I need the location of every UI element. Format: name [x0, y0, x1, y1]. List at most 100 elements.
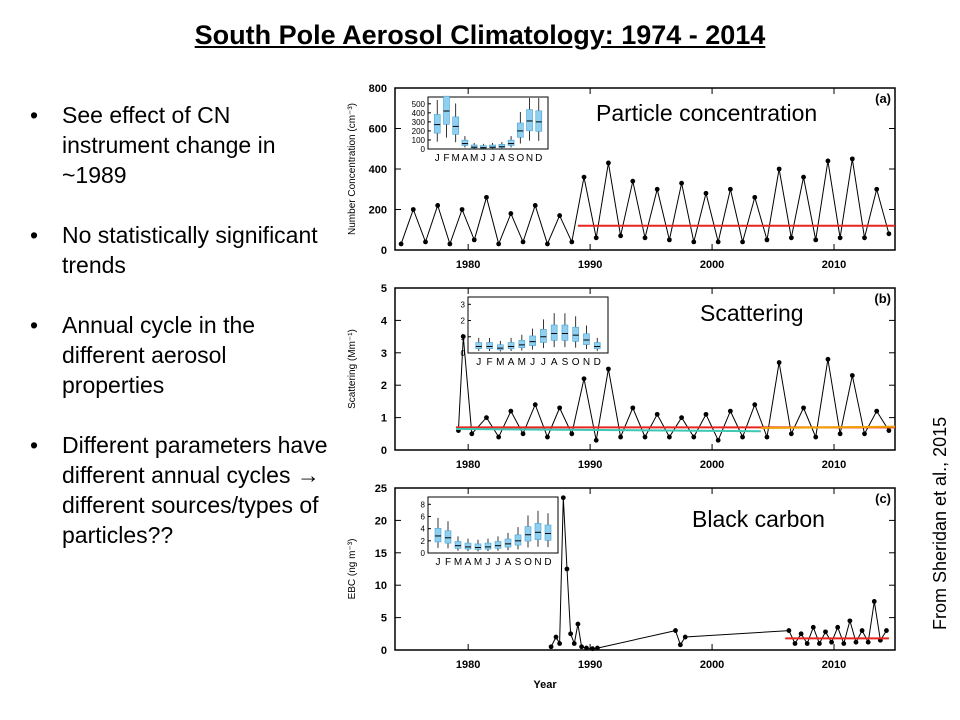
- slide-title: South Pole Aerosol Climatology: 1974 - 2…: [194, 20, 766, 50]
- data-point: [532, 203, 538, 208]
- inset-box: [474, 543, 482, 550]
- inset-box: [494, 541, 502, 549]
- inset-month-label: F: [443, 153, 449, 164]
- inset-box: [498, 144, 506, 148]
- data-point: [560, 495, 566, 501]
- data-point: [776, 166, 782, 172]
- y-axis-label: Number Concentration (cm⁻³): [347, 103, 358, 235]
- inset-month-label: M: [454, 557, 462, 568]
- inset-box: [518, 340, 526, 349]
- y-tick-label: 25: [375, 483, 387, 495]
- inset-box: [497, 344, 504, 351]
- inset-y-tick-label: 6: [421, 512, 426, 521]
- y-tick-label: 5: [381, 283, 387, 295]
- data-point: [823, 629, 828, 635]
- y-tick-label: 600: [369, 124, 387, 136]
- data-point: [548, 644, 554, 650]
- data-point: [677, 642, 683, 648]
- inset-box: [540, 329, 547, 343]
- inset-box: [534, 523, 542, 540]
- inset-box: [452, 116, 459, 135]
- inset-month-label: A: [499, 153, 506, 164]
- data-point: [792, 641, 798, 646]
- inset-month-label: J: [496, 557, 501, 568]
- inset-y-tick-label: 0: [461, 349, 466, 358]
- x-tick-label: 2000: [700, 659, 724, 671]
- inset-y-tick-label: 500: [412, 100, 426, 109]
- panel-label: (a): [875, 91, 891, 106]
- data-point: [801, 405, 806, 411]
- inset-month-label: M: [474, 557, 482, 568]
- data-point: [740, 239, 745, 245]
- data-point: [673, 628, 678, 633]
- data-point: [557, 405, 563, 411]
- data-point: [471, 237, 477, 243]
- data-point: [581, 376, 587, 382]
- data-point: [484, 194, 489, 200]
- inset-month-label: F: [486, 357, 492, 368]
- data-point: [545, 241, 550, 247]
- data-point: [727, 186, 733, 192]
- data-point: [829, 639, 834, 645]
- data-point: [865, 639, 871, 645]
- data-point: [584, 645, 589, 651]
- data-point: [874, 186, 880, 192]
- data-series-line: [400, 158, 890, 246]
- data-point: [642, 434, 648, 440]
- inset-box: [434, 528, 442, 543]
- inset-box: [464, 542, 472, 550]
- data-point: [654, 411, 660, 417]
- inset-box: [524, 526, 532, 542]
- y-tick-label: 15: [375, 548, 387, 560]
- chart-panel-2: 1980 1990 2000 2010 0 1 2 3 4 5 Scattering (Mm⁻¹) (…: [347, 283, 896, 471]
- x-tick-label: 1990: [578, 259, 602, 271]
- y-tick-label: 1: [381, 413, 387, 425]
- bullet-item: Annual cycle in the different aerosol pr…: [28, 310, 328, 400]
- data-point: [569, 431, 575, 437]
- x-tick-label: 2000: [700, 459, 724, 471]
- inset-y-tick-label: 300: [412, 118, 426, 127]
- data-point: [545, 434, 550, 440]
- inset-month-label: J: [490, 153, 495, 164]
- bullet-item: No statistically significant trends: [28, 220, 328, 280]
- data-point: [398, 241, 404, 247]
- inset-month-label: M: [518, 357, 526, 368]
- inset-month-label: J: [481, 153, 486, 164]
- y-tick-label: 5: [381, 613, 387, 625]
- data-point: [764, 434, 770, 440]
- inset-month-label: S: [508, 153, 515, 164]
- inset-month-label: A: [465, 557, 472, 568]
- data-point: [837, 431, 843, 437]
- y-axis-label: EBC (ng m⁻³): [347, 539, 358, 600]
- inset-month-label: J: [476, 357, 481, 368]
- inset-month-label: S: [562, 357, 569, 368]
- inset-box: [550, 324, 558, 341]
- inset-month-label: M: [452, 153, 460, 164]
- data-point: [595, 645, 600, 651]
- x-tick-label: 1980: [456, 459, 480, 471]
- inset-box: [433, 114, 441, 134]
- data-point: [459, 207, 465, 212]
- inset-y-tick-label: 2: [421, 537, 426, 546]
- inset-y-tick-label: 200: [412, 127, 426, 136]
- data-point: [871, 599, 877, 604]
- panel-title: Particle concentration: [596, 100, 817, 126]
- bullet-item: See effect of CN instrument change in ~1…: [28, 100, 328, 190]
- data-point: [776, 360, 782, 365]
- inset-box: [475, 342, 483, 350]
- data-point: [666, 434, 672, 440]
- data-point: [752, 194, 758, 200]
- data-point: [508, 211, 514, 216]
- bullet-list: See effect of CN instrument change in ~1…: [28, 100, 328, 580]
- x-tick-label: 2010: [822, 659, 846, 671]
- data-point: [691, 434, 697, 440]
- inset-y-tick-label: 100: [412, 136, 426, 145]
- data-point: [886, 231, 892, 237]
- data-point: [496, 241, 502, 247]
- data-point: [862, 235, 867, 241]
- inset-box: [593, 342, 601, 350]
- data-point: [886, 428, 892, 433]
